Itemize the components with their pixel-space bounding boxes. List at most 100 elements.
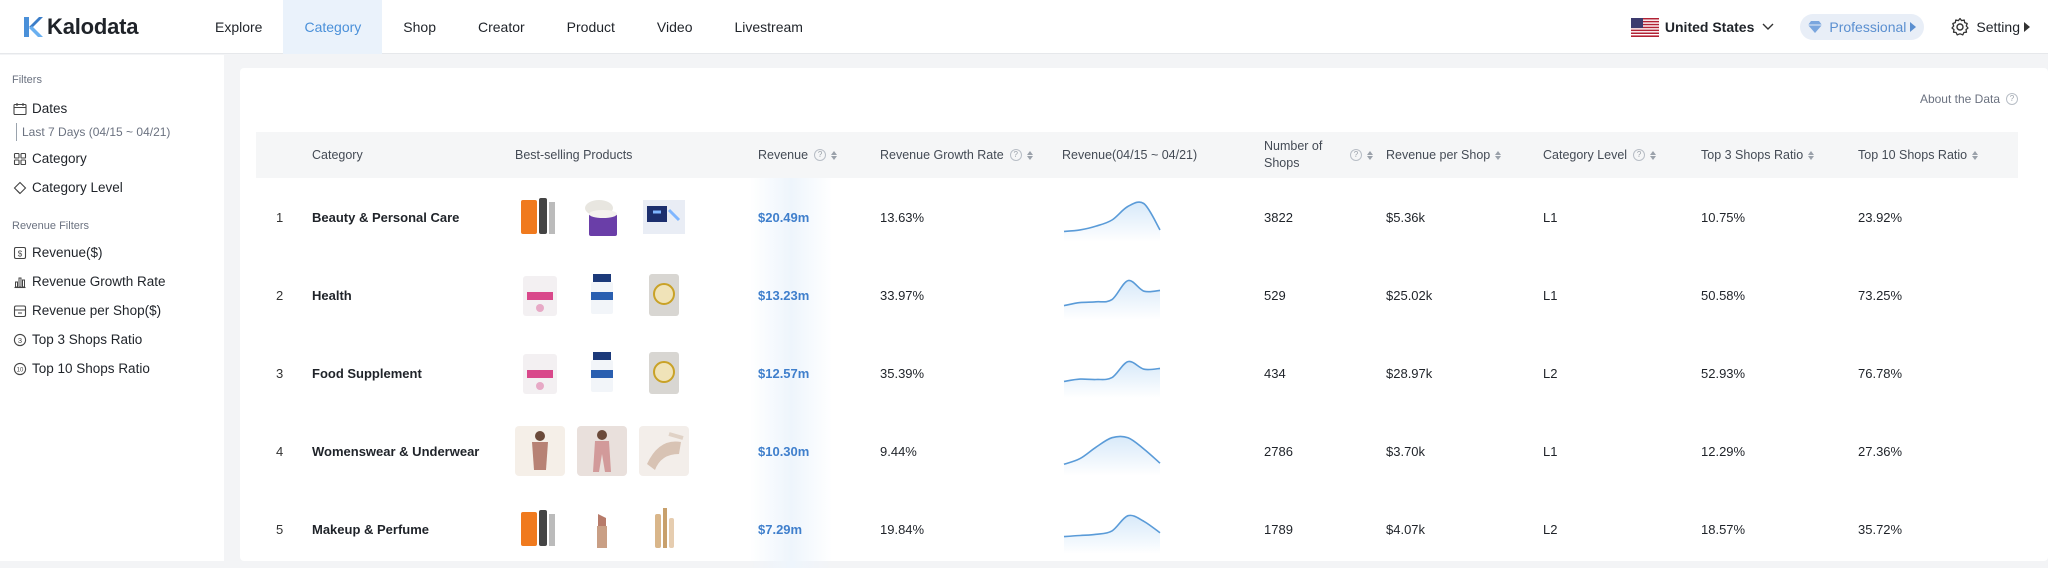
nav-category[interactable]: Category <box>283 0 383 54</box>
sparkline-chart <box>1063 279 1161 320</box>
revenue-column-highlight <box>750 178 832 568</box>
header-category-level[interactable]: Category Level ? <box>1543 132 1657 178</box>
revenue-per-shop-filter[interactable]: Revenue per Shop($) <box>0 296 224 325</box>
help-icon: ? <box>814 149 827 161</box>
best-selling-products <box>515 178 689 256</box>
revenue-per-shop-value: $25.02k <box>1386 287 1433 303</box>
product-thumbnail[interactable] <box>515 348 565 398</box>
header-revenue-per-shop[interactable]: Revenue per Shop <box>1386 132 1502 178</box>
plan-badge[interactable]: Professional <box>1800 14 1925 40</box>
gear-icon <box>1951 17 1970 36</box>
product-thumbnail[interactable] <box>639 348 689 398</box>
setting-menu[interactable]: Setting <box>1950 17 2030 37</box>
nav-video[interactable]: Video <box>656 18 693 35</box>
revenue-filter[interactable]: $ Revenue($) <box>0 238 224 267</box>
diamond-icon <box>1808 21 1823 33</box>
header-revenue[interactable]: Revenue ? <box>758 132 838 178</box>
sort-icon[interactable] <box>1808 150 1815 160</box>
shops-count-value: 434 <box>1264 365 1286 381</box>
nav-shop[interactable]: Shop <box>403 18 436 35</box>
top3-ratio-filter[interactable]: 3 Top 3 Shops Ratio <box>0 325 224 354</box>
sort-icon[interactable] <box>1650 150 1657 160</box>
dates-value[interactable]: Last 7 Days (04/15 ~ 04/21) <box>16 123 224 141</box>
about-the-data-link[interactable]: About the Data ? <box>1920 92 2018 106</box>
product-thumbnail[interactable] <box>577 504 627 554</box>
category-name[interactable]: Beauty & Personal Care <box>312 209 460 225</box>
product-thumbnail[interactable] <box>639 270 689 320</box>
product-thumbnail[interactable] <box>515 426 565 476</box>
shops-count-value: 529 <box>1264 287 1286 303</box>
best-selling-products <box>515 412 689 490</box>
product-thumbnail[interactable] <box>515 504 565 554</box>
sort-icon[interactable] <box>1367 150 1373 160</box>
header-category: Category <box>312 148 363 162</box>
category-filter[interactable]: Category <box>0 144 224 173</box>
category-level-value: L1 <box>1543 287 1558 303</box>
top3-ratio-value: 52.93% <box>1701 365 1746 381</box>
category-level-filter[interactable]: Category Level <box>0 173 224 202</box>
nav-product[interactable]: Product <box>566 18 615 35</box>
top3-ratio-value: 50.58% <box>1701 287 1746 303</box>
product-thumbnail[interactable] <box>639 504 689 554</box>
rank-cell: 3 <box>276 365 284 381</box>
product-thumbnail[interactable] <box>515 192 565 242</box>
category-name[interactable]: Womenswear & Underwear <box>312 443 480 459</box>
ten-circle-icon: 10 <box>13 362 27 375</box>
header-number-of-shops[interactable]: Number of Shops ? <box>1264 132 1373 178</box>
product-thumbnail[interactable] <box>577 426 627 476</box>
dates-filter[interactable]: Dates <box>0 94 224 123</box>
rank-cell: 2 <box>276 287 284 303</box>
sparkline-chart <box>1063 514 1161 554</box>
sparkline-line <box>1063 360 1161 383</box>
sort-icon[interactable] <box>1495 150 1502 160</box>
table-row[interactable]: 1 Beauty & Personal Care $20.49m 13.63% … <box>256 178 2018 256</box>
table-row[interactable]: 3 Food Supplement $12.57m 35.39% 434 $28… <box>256 334 2018 412</box>
caret-right-icon <box>2024 22 2030 32</box>
revenue-filters-title: Revenue Filters <box>12 220 90 232</box>
sparkline-area <box>1064 436 1160 476</box>
sort-icon[interactable] <box>1026 150 1033 160</box>
top3-ratio-filter-label: Top 3 Shops Ratio <box>32 332 143 347</box>
top10-ratio-filter-label: Top 10 Shops Ratio <box>32 361 150 376</box>
revenue-per-shop-value: $5.36k <box>1386 209 1426 225</box>
category-name[interactable]: Health <box>312 287 352 303</box>
top3-ratio-value: 18.57% <box>1701 521 1746 537</box>
revenue-growth-filter[interactable]: Revenue Growth Rate <box>0 267 224 296</box>
revenue-trend-sparkline <box>1062 178 1162 256</box>
product-thumbnail[interactable] <box>639 192 689 242</box>
product-thumbnail[interactable] <box>577 348 627 398</box>
kalodata-logo[interactable]: Kalodata <box>22 14 194 40</box>
revenue-filter-label: Revenue($) <box>32 245 103 260</box>
revenue-trend-sparkline <box>1062 490 1162 568</box>
revenue-per-shop-value: $4.07k <box>1386 521 1426 537</box>
header-top3-ratio[interactable]: Top 3 Shops Ratio <box>1701 132 1815 178</box>
table-row[interactable]: 2 Health $13.23m 33.97% 529 $25.02k L1 5… <box>256 256 2018 334</box>
nav-livestream[interactable]: Livestream <box>734 18 803 35</box>
sort-icon[interactable] <box>831 150 838 160</box>
kalodata-logo-icon <box>24 16 43 37</box>
sparkline-area <box>1064 202 1160 242</box>
product-thumbnail[interactable] <box>515 270 565 320</box>
table-row[interactable]: 5 Makeup & Perfume $7.29m 19.84% 1789 $4… <box>256 490 2018 568</box>
sparkline-line <box>1063 279 1161 307</box>
product-thumbnail[interactable] <box>639 426 689 476</box>
revenue-value: $12.57m <box>758 365 810 381</box>
rank-cell: 4 <box>276 443 284 459</box>
sparkline-line <box>1063 514 1161 538</box>
product-thumbnail[interactable] <box>577 192 627 242</box>
sort-icon[interactable] <box>1972 150 1979 160</box>
category-name[interactable]: Makeup & Perfume <box>312 521 430 537</box>
revenue-per-shop-filter-label: Revenue per Shop($) <box>32 303 162 318</box>
header-best-selling: Best-selling Products <box>515 148 633 162</box>
help-icon: ? <box>1009 149 1022 161</box>
header-growth-rate[interactable]: Revenue Growth Rate ? <box>880 132 1033 178</box>
country-selector[interactable]: United States <box>1630 17 1774 37</box>
nav-explore[interactable]: Explore <box>215 18 263 35</box>
revenue-value: $7.29m <box>758 521 803 537</box>
table-row[interactable]: 4 Womenswear & Underwear $10.30m 9.44% 2… <box>256 412 2018 490</box>
header-top10-ratio[interactable]: Top 10 Shops Ratio <box>1858 132 1979 178</box>
nav-creator[interactable]: Creator <box>477 18 525 35</box>
product-thumbnail[interactable] <box>577 270 627 320</box>
category-name[interactable]: Food Supplement <box>312 365 422 381</box>
top10-ratio-filter[interactable]: 10 Top 10 Shops Ratio <box>0 354 224 383</box>
